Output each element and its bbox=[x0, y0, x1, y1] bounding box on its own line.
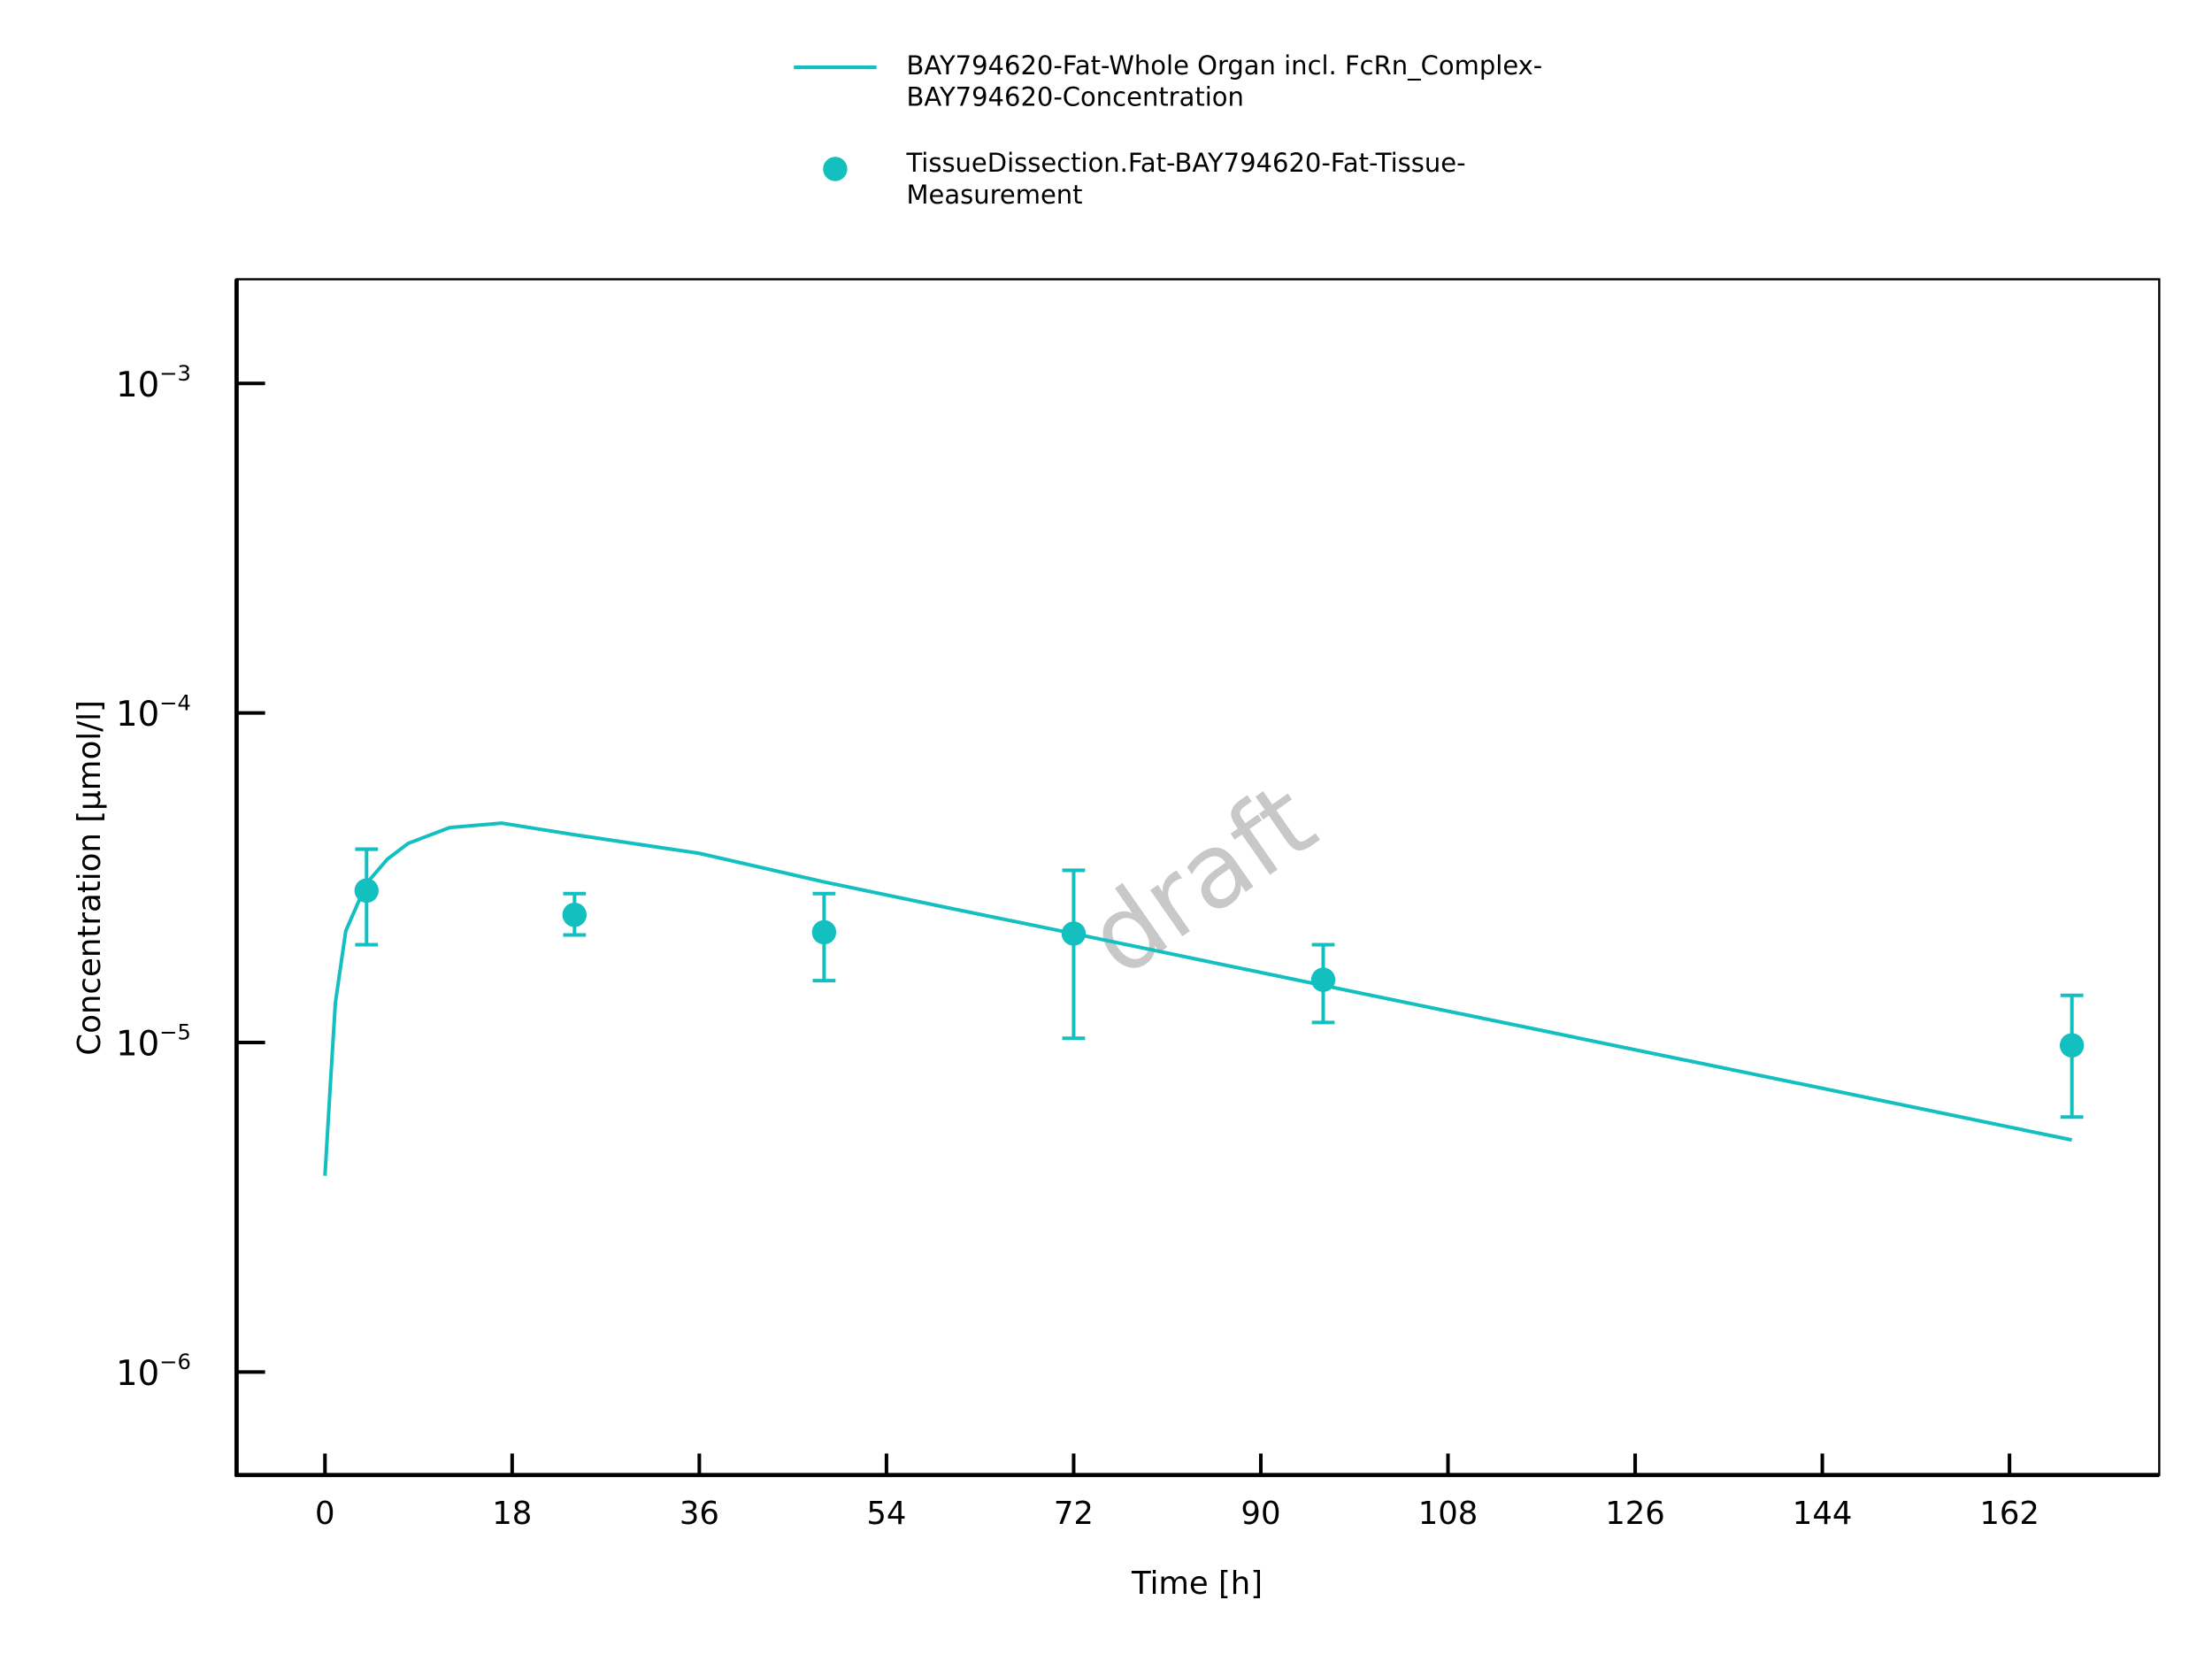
x-tick-label: 126 bbox=[1605, 1496, 1665, 1532]
y-tick-label: 10−4 bbox=[116, 690, 191, 735]
data-point bbox=[562, 902, 588, 927]
legend-marker-sample bbox=[823, 157, 848, 181]
x-tick-label: 0 bbox=[315, 1496, 335, 1532]
x-tick-label: 144 bbox=[1793, 1496, 1853, 1532]
y-tick-label-base: 10 bbox=[116, 695, 159, 735]
x-axis-label: Time [h] bbox=[1131, 1566, 1263, 1602]
x-tick-label: 18 bbox=[492, 1496, 532, 1532]
legend-label: TissueDissection.Fat-BAY794620-Fat-Tissu… bbox=[906, 149, 1466, 211]
data-point bbox=[1061, 921, 1087, 946]
y-tick-label: 10−5 bbox=[116, 1020, 191, 1065]
y-tick-label-base: 10 bbox=[116, 1354, 159, 1394]
x-tick-label: 162 bbox=[1979, 1496, 2039, 1532]
watermark: draft bbox=[1067, 760, 1336, 999]
y-tick-label-exponent: −6 bbox=[159, 1350, 191, 1374]
x-tick-label: 90 bbox=[1240, 1496, 1280, 1532]
y-tick-label-base: 10 bbox=[116, 365, 159, 405]
legend-label: BAY794620-Fat-Whole Organ incl. FcRn_Com… bbox=[906, 51, 1543, 113]
y-tick-label-base: 10 bbox=[116, 1024, 159, 1064]
data-point bbox=[1310, 967, 1336, 992]
y-tick-label-exponent: −4 bbox=[159, 690, 191, 715]
y-tick-label-exponent: −5 bbox=[159, 1020, 191, 1045]
x-tick-label: 54 bbox=[866, 1496, 906, 1532]
series-line bbox=[323, 821, 2073, 1176]
data-point bbox=[2059, 1033, 2085, 1058]
y-axis-label: Concentration [µmol/l] bbox=[72, 700, 108, 1056]
x-tick-label: 36 bbox=[680, 1496, 719, 1532]
y-tick-label: 10−3 bbox=[116, 361, 191, 405]
x-tick-label: 108 bbox=[1418, 1496, 1479, 1532]
data-point bbox=[354, 878, 379, 904]
x-tick-label: 72 bbox=[1054, 1496, 1094, 1532]
y-tick-label: 10−6 bbox=[116, 1350, 191, 1394]
y-tick-label-exponent: −3 bbox=[159, 361, 191, 386]
data-point bbox=[811, 919, 837, 945]
